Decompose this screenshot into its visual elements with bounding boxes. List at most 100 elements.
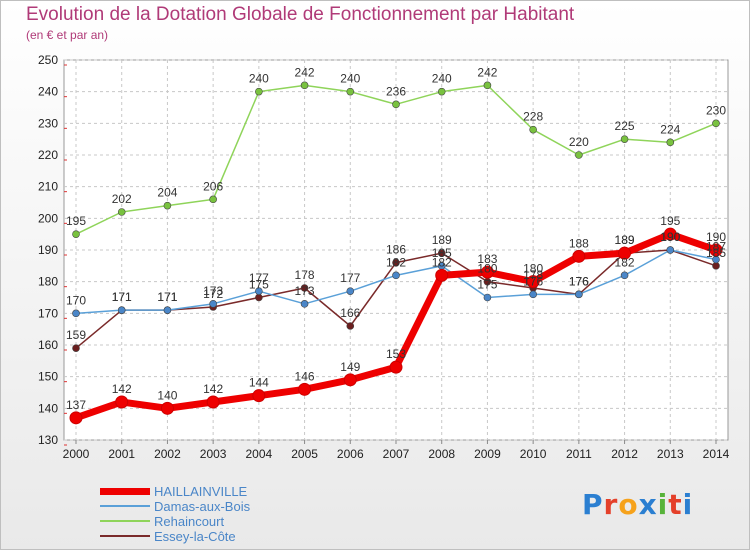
data-label-damas-aux-bois: 173 [295,284,315,298]
y-tick-label: 160 [38,338,58,352]
data-point-essey-la-c-te [392,258,400,267]
data-label-rehaincourt: 202 [112,192,132,206]
data-point-rehaincourt [483,81,492,90]
x-tick-label: 2004 [246,447,273,461]
data-label-essey-la-c-te: 189 [432,233,452,247]
x-tick-label: 2012 [611,447,638,461]
x-tick-label: 2014 [703,447,730,461]
data-point-haillainville [206,395,220,409]
logo-letter: i [682,488,694,521]
data-point-damas-aux-bois [255,287,263,295]
y-tick-label: 130 [38,433,58,447]
data-label-essey-la-c-te: 189 [615,233,635,247]
x-tick-label: 2005 [291,447,318,461]
data-label-rehaincourt: 220 [569,135,589,149]
data-label-damas-aux-bois: 187 [706,240,726,254]
data-point-haillainville [572,249,586,263]
data-label-haillainville: 140 [157,388,177,402]
chart-title: Evolution de la Dotation Globale de Fonc… [26,4,575,25]
data-point-essey-la-c-te [72,344,80,352]
data-label-haillainville: 195 [660,214,680,228]
legend-label-rehaincourt: Rehaincourt [154,514,225,529]
data-point-rehaincourt [575,151,583,159]
logo-letter: i [657,488,669,521]
x-tick-label: 2007 [383,447,410,461]
data-point-damas-aux-bois [529,290,537,299]
data-point-haillainville [160,401,174,415]
data-label-haillainville: 144 [249,376,269,390]
data-point-haillainville [389,360,403,374]
data-point-haillainville [69,411,83,425]
data-point-essey-la-c-te [437,249,446,257]
logo-letter: t [668,488,683,521]
data-point-damas-aux-bois [620,271,629,280]
data-label-essey-la-c-te: 190 [660,230,680,244]
y-tick-label: 220 [38,148,58,162]
data-label-damas-aux-bois: 171 [157,290,177,304]
data-label-rehaincourt: 206 [203,179,223,193]
data-point-damas-aux-bois [575,290,583,299]
data-label-rehaincourt: 236 [386,84,406,98]
data-point-rehaincourt [392,100,400,109]
data-label-rehaincourt: 240 [340,72,360,86]
data-label-rehaincourt: 242 [477,65,497,79]
data-label-haillainville: 190 [706,230,726,244]
x-tick-label: 2013 [657,447,684,461]
data-point-haillainville [115,395,129,409]
logo-letter: r [603,488,619,521]
data-point-rehaincourt [529,125,537,134]
data-label-essey-la-c-te: 178 [523,268,543,282]
chart-subtitle: (en € et par an) [26,28,109,42]
data-label-haillainville: 142 [203,382,223,396]
x-tick-label: 2008 [428,447,455,461]
data-label-haillainville: 153 [386,347,406,361]
data-label-damas-aux-bois: 182 [615,255,635,269]
data-point-essey-la-c-te [346,322,355,330]
data-point-damas-aux-bois [483,293,492,302]
logo-letter: P [582,488,604,521]
data-label-essey-la-c-te: 171 [157,290,177,304]
proxiti-logo: Proxiti [582,488,693,521]
data-point-damas-aux-bois [666,246,675,254]
data-label-essey-la-c-te: 172 [203,287,223,301]
data-label-damas-aux-bois: 177 [249,271,269,285]
legend-label-damas-aux-bois: Damas-aux-Bois [154,499,251,514]
data-label-damas-aux-bois: 190 [660,230,680,244]
data-label-essey-la-c-te: 186 [386,243,406,257]
x-tick-label: 2010 [520,447,547,461]
data-point-rehaincourt [117,208,126,216]
data-label-essey-la-c-te: 175 [249,278,269,292]
data-point-haillainville [526,275,540,289]
y-tick-label: 140 [38,401,58,415]
data-point-rehaincourt [163,201,172,210]
logo-letter: o [618,488,639,521]
data-point-essey-la-c-te [300,284,309,292]
data-point-rehaincourt [712,119,720,128]
data-label-rehaincourt: 242 [295,65,315,79]
data-point-haillainville [618,246,632,260]
data-label-damas-aux-bois: 185 [432,246,452,260]
data-label-haillainville: 180 [523,262,543,276]
data-point-damas-aux-bois [392,271,400,280]
legend-swatch-haillainville [100,488,150,495]
data-label-rehaincourt: 240 [432,72,452,86]
data-label-damas-aux-bois: 173 [203,284,223,298]
data-label-haillainville: 188 [569,236,589,250]
data-point-rehaincourt [209,195,217,204]
x-tick-label: 2002 [154,447,181,461]
data-point-rehaincourt [72,230,80,238]
data-label-damas-aux-bois: 170 [66,293,86,307]
data-label-haillainville: 183 [477,252,497,266]
data-label-rehaincourt: 228 [523,110,543,124]
legend-label-essey-la-cote: Essey-la-Côte [154,529,236,544]
data-label-rehaincourt: 240 [249,72,269,86]
data-point-essey-la-c-te [712,262,720,270]
data-label-essey-la-c-te: 185 [706,246,726,260]
y-tick-label: 200 [38,211,58,225]
y-tick-label: 240 [38,85,58,99]
data-label-rehaincourt: 225 [615,119,635,133]
logo-letter: x [638,488,658,521]
data-label-haillainville: 142 [112,382,132,396]
x-tick-label: 2003 [200,447,227,461]
data-label-haillainville: 146 [295,369,315,383]
